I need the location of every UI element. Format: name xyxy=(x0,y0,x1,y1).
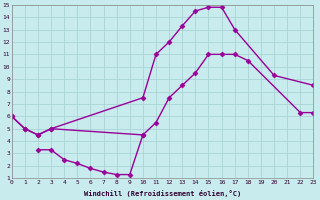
X-axis label: Windchill (Refroidissement éolien,°C): Windchill (Refroidissement éolien,°C) xyxy=(84,190,241,197)
